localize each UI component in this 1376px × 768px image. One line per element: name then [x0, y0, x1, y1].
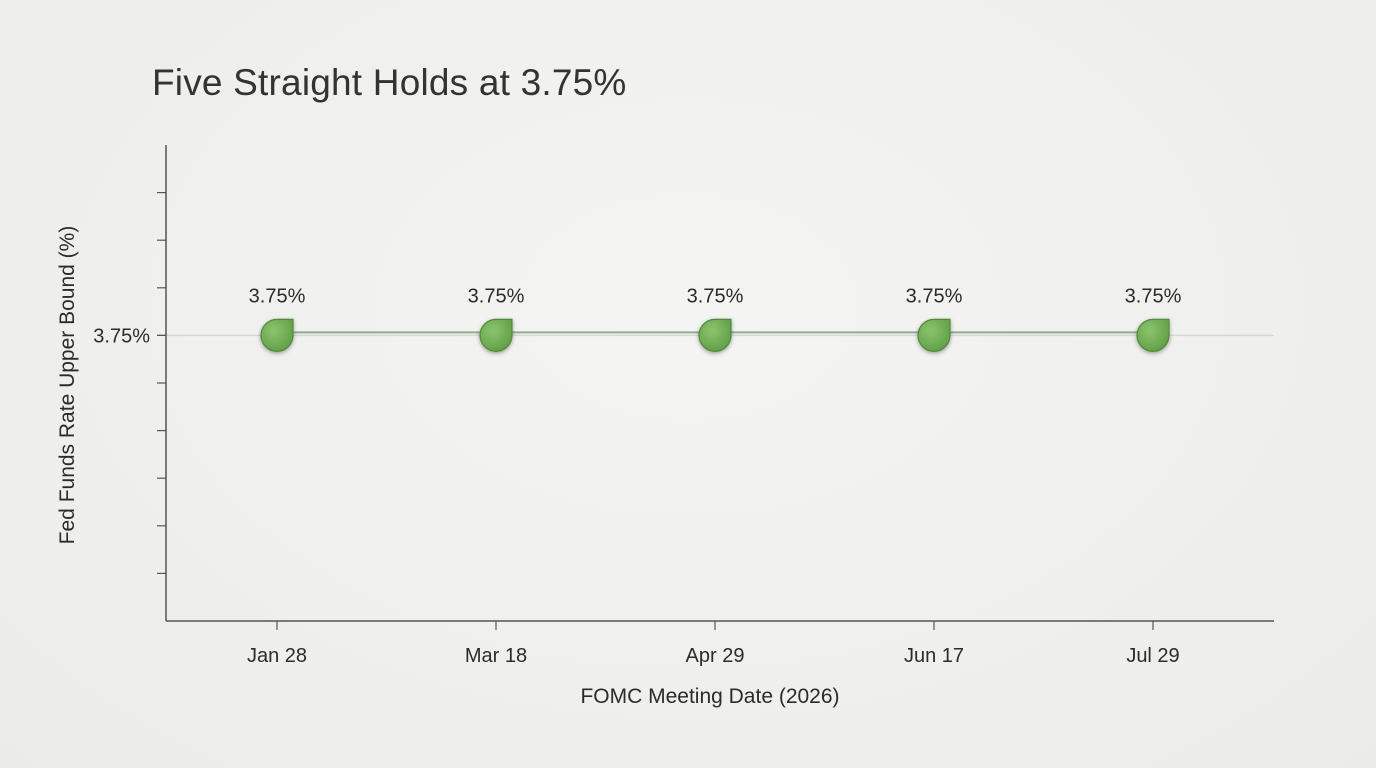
- chart-title: Five Straight Holds at 3.75%: [152, 62, 627, 103]
- y-axis-label: Fed Funds Rate Upper Bound (%): [56, 226, 79, 545]
- x-tick-label: Jan 28: [247, 645, 307, 667]
- axes: [165, 145, 1274, 622]
- data-label: 3.75%: [906, 285, 963, 307]
- data-label: 3.75%: [468, 285, 525, 307]
- data-point-marker: [1136, 318, 1170, 352]
- x-tick-label: Jun 17: [904, 645, 964, 667]
- data-point-marker: [698, 318, 732, 352]
- data-label: 3.75%: [687, 285, 744, 307]
- data-point-marker: [479, 318, 513, 352]
- data-labels-layer: 3.75% 3.75% 3.75% 3.75% 3.75%: [249, 285, 1182, 307]
- y-axis-ticks: 3.75%: [93, 192, 166, 575]
- x-tick-label: Apr 29: [686, 645, 745, 667]
- data-point-marker: [917, 318, 951, 352]
- x-axis-ticks: Jan 28 Mar 18 Apr 29 Jun 17 Jul 29: [247, 621, 1180, 667]
- series-layer: [260, 318, 1170, 352]
- x-axis-label: FOMC Meeting Date (2026): [580, 685, 839, 708]
- y-tick-label: 3.75%: [93, 325, 150, 347]
- data-label: 3.75%: [249, 285, 306, 307]
- x-tick-label: Mar 18: [465, 645, 527, 667]
- data-point-marker: [260, 318, 294, 352]
- x-tick-label: Jul 29: [1126, 645, 1179, 667]
- data-label: 3.75%: [1125, 285, 1182, 307]
